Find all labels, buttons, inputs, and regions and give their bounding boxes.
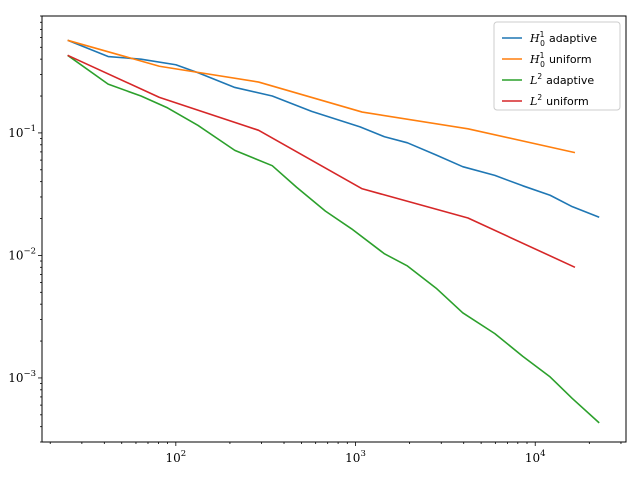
x-tick-label: 102: [165, 449, 186, 465]
x-tick-label: 104: [525, 449, 546, 465]
legend-entry: H1 0 uniform: [529, 51, 592, 69]
y-tick-label: 10−3: [8, 369, 36, 385]
plot-frame: [41, 15, 627, 443]
legend: H1 0 adaptive H1 0 uniform L2 adaptive L2 uniform: [493, 21, 621, 111]
legend-box: [493, 21, 621, 111]
x-tick-label: 103: [345, 449, 366, 465]
series-layer: [67, 39, 600, 424]
y-tick-label: 10−2: [8, 246, 36, 262]
legend-entry: L2 uniform: [529, 93, 589, 108]
series-line-L-adaptive: [67, 54, 600, 424]
series-line-H-adaptive: [67, 39, 600, 218]
y-tick-label: 10−1: [8, 124, 36, 140]
series-line-H-uniform: [67, 39, 576, 154]
series-line-L-uniform: [67, 54, 576, 269]
axes-layer: 102 103 104 10−3 10−2 10−1: [8, 15, 627, 465]
legend-entry: L2 adaptive: [529, 72, 594, 87]
legend-entry: H1 0 adaptive: [529, 30, 597, 48]
